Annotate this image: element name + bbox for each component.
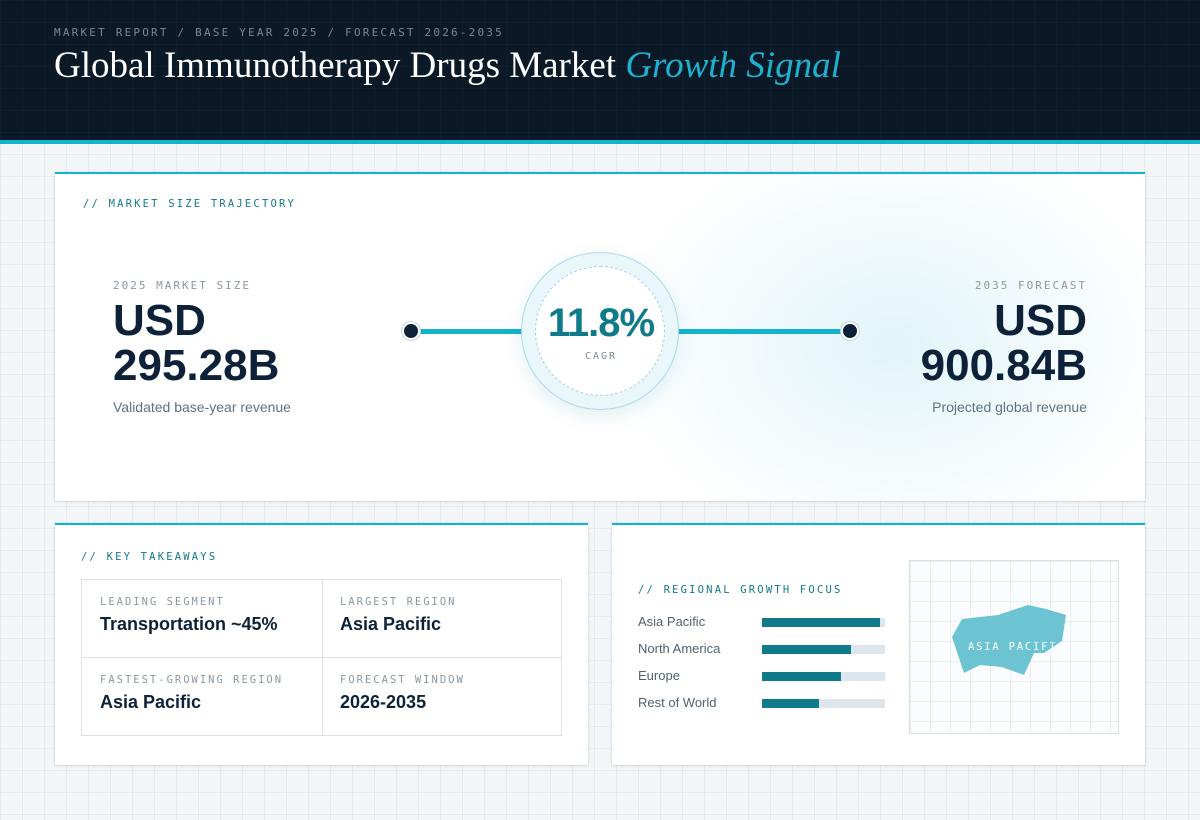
- takeaway-value: 2026-2035: [340, 692, 427, 712]
- region-bar-track: [762, 672, 885, 681]
- takeaway-value: Asia Pacific: [100, 692, 202, 712]
- takeaway-fastest-growing-region: FASTEST-GROWING REGION Asia Pacific: [82, 658, 322, 736]
- region-row-europe: Europe: [638, 668, 885, 684]
- cagr-badge-inner: 11.8% CAGR: [535, 266, 665, 396]
- end-point-marker: [841, 322, 859, 340]
- takeaway-caption: LARGEST REGION: [340, 596, 457, 608]
- end-note: Projected global revenue: [932, 399, 1087, 415]
- region-name: Rest of World: [638, 695, 717, 710]
- region-map: ASIA PACIFIC: [909, 560, 1119, 734]
- region-row-rest-of-world: Rest of World: [638, 695, 885, 711]
- start-caption: 2025 MARKET SIZE: [113, 279, 251, 292]
- start-note: Validated base-year revenue: [113, 399, 291, 415]
- takeaway-value: Transportation ~45%: [100, 614, 278, 634]
- regional-card-label: // REGIONAL GROWTH FOCUS: [638, 584, 843, 596]
- region-bar-fill: [762, 618, 881, 627]
- end-value: 900.84B: [920, 341, 1087, 390]
- takeaway-leading-segment: LEADING SEGMENT Transportation ~45%: [82, 580, 322, 658]
- takeaways-card-label: // KEY TAKEAWAYS: [81, 551, 218, 563]
- asia-pacific-region-shape: [952, 605, 1066, 675]
- start-value: 295.28B: [113, 341, 280, 390]
- cagr-value: 11.8%: [547, 301, 655, 345]
- page-header: MARKET REPORT / BASE YEAR 2025 / FORECAS…: [0, 0, 1200, 140]
- market-size-trajectory-card: // MARKET SIZE TRAJECTORY 2025 MARKET SI…: [55, 172, 1145, 501]
- region-bar-fill: [762, 699, 819, 708]
- region-name: North America: [638, 641, 721, 656]
- takeaway-value: Asia Pacific: [340, 614, 442, 634]
- page-title-main: Global Immunotherapy Drugs Market: [54, 45, 617, 86]
- end-caption: 2035 FORECAST: [974, 279, 1087, 292]
- grid-divider-horizontal: [82, 657, 561, 658]
- region-bar-track: [762, 645, 885, 654]
- background-glow: [615, 174, 1145, 501]
- end-currency: USD: [994, 296, 1087, 345]
- region-bar-track: [762, 618, 885, 627]
- region-bar-fill: [762, 672, 841, 681]
- breadcrumb: MARKET REPORT / BASE YEAR 2025 / FORECAS…: [54, 26, 504, 39]
- regional-growth-card: // REGIONAL GROWTH FOCUS Asia Pacific No…: [612, 523, 1145, 765]
- cagr-label: CAGR: [584, 351, 618, 362]
- takeaway-caption: FORECAST WINDOW: [340, 674, 465, 686]
- header-accent-bar: [0, 140, 1200, 144]
- start-point-marker: [402, 322, 420, 340]
- takeaways-grid: LEADING SEGMENT Transportation ~45% LARG…: [81, 579, 562, 736]
- takeaway-forecast-window: FORECAST WINDOW 2026-2035: [322, 658, 562, 736]
- start-currency: USD: [113, 296, 206, 345]
- asia-pacific-map-shape: [952, 605, 1066, 675]
- region-row-asia-pacific: Asia Pacific: [638, 614, 885, 630]
- cagr-badge: 11.8% CAGR: [521, 252, 679, 410]
- trajectory-card-label: // MARKET SIZE TRAJECTORY: [83, 198, 297, 210]
- page-title-accent: Growth Signal: [625, 45, 841, 86]
- takeaway-caption: LEADING SEGMENT: [100, 596, 225, 608]
- takeaway-largest-region: LARGEST REGION Asia Pacific: [322, 580, 562, 658]
- region-row-north-america: North America: [638, 641, 885, 657]
- key-takeaways-card: // KEY TAKEAWAYS LEADING SEGMENT Transpo…: [55, 523, 588, 765]
- map-region-label: ASIA PACIFIC: [968, 641, 1066, 653]
- region-bar-track: [762, 699, 885, 708]
- region-name: Asia Pacific: [638, 614, 706, 629]
- page-title: Global Immunotherapy Drugs Market Growth…: [54, 44, 841, 87]
- region-name: Europe: [638, 668, 680, 683]
- region-bar-fill: [762, 645, 851, 654]
- takeaway-caption: FASTEST-GROWING REGION: [100, 674, 284, 686]
